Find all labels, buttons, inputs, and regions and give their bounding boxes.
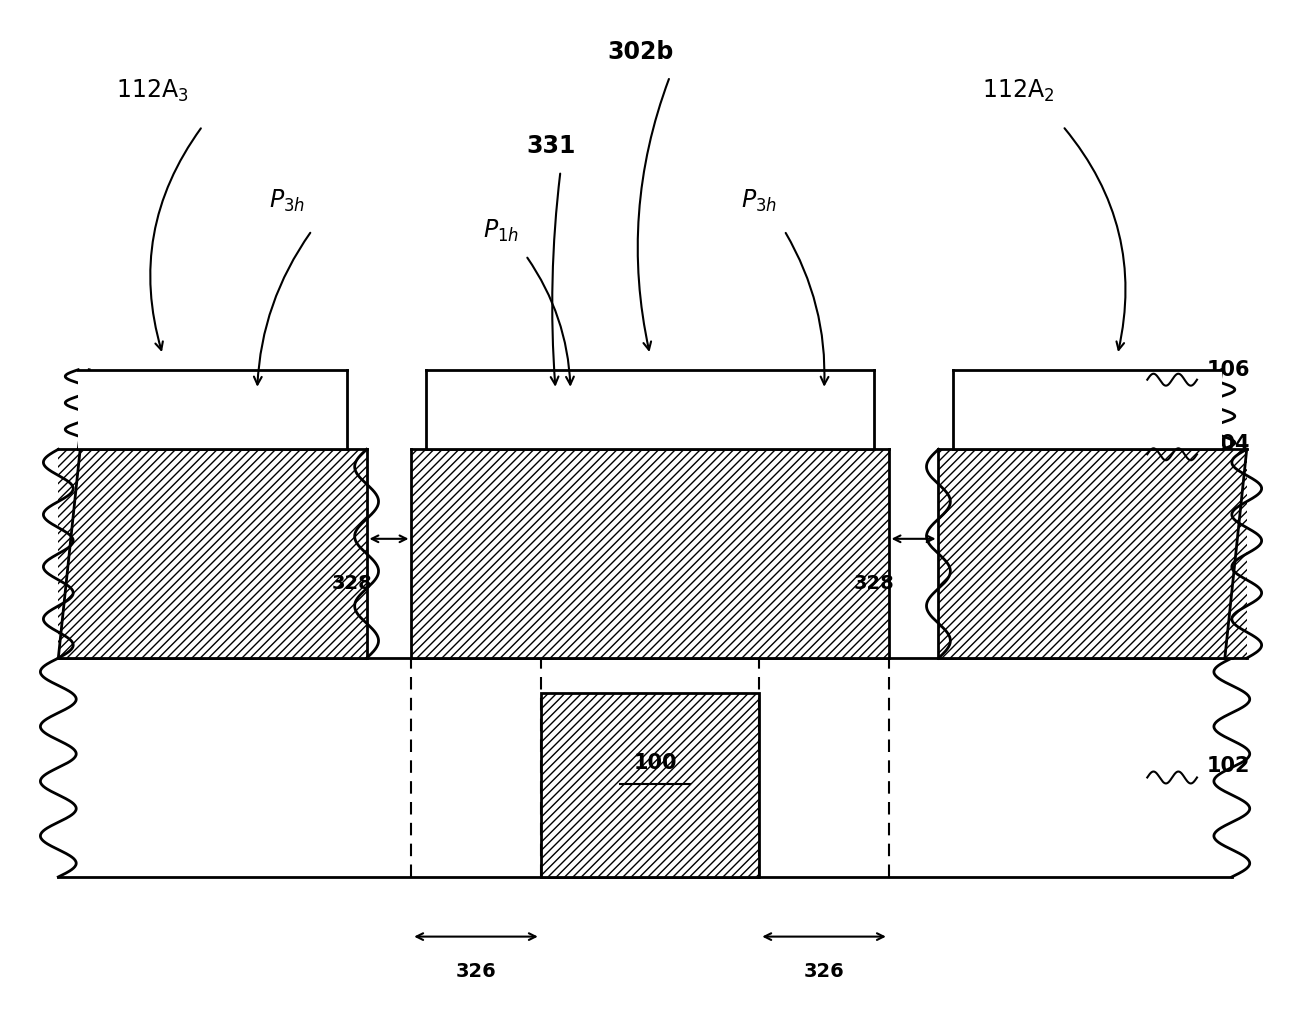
Bar — [411, 449, 888, 658]
Bar — [59, 449, 367, 658]
Bar — [59, 658, 1231, 877]
Text: 106: 106 — [1207, 360, 1251, 379]
Text: $P_{3h}$: $P_{3h}$ — [741, 188, 777, 214]
Bar — [426, 369, 874, 449]
Text: 104: 104 — [1207, 434, 1251, 454]
Bar — [938, 449, 1247, 658]
Text: $P_{3h}$: $P_{3h}$ — [269, 188, 305, 214]
Text: $\mathrm{112A}_2$: $\mathrm{112A}_2$ — [981, 78, 1055, 104]
Bar — [954, 369, 1222, 449]
Text: 328: 328 — [853, 574, 895, 593]
Text: 328: 328 — [331, 574, 372, 593]
Bar — [541, 693, 760, 877]
Text: 331: 331 — [525, 134, 575, 158]
Text: $\mathrm{112A}_3$: $\mathrm{112A}_3$ — [117, 78, 189, 104]
Text: 102: 102 — [1207, 756, 1251, 776]
Text: 302b: 302b — [607, 39, 673, 64]
Bar — [79, 369, 347, 449]
Text: $P_{1h}$: $P_{1h}$ — [483, 217, 519, 243]
Text: 326: 326 — [804, 962, 845, 981]
Bar — [411, 449, 888, 658]
Bar — [938, 449, 1247, 658]
Text: 100: 100 — [633, 753, 677, 773]
Text: 326: 326 — [456, 962, 496, 981]
Bar — [59, 449, 367, 658]
